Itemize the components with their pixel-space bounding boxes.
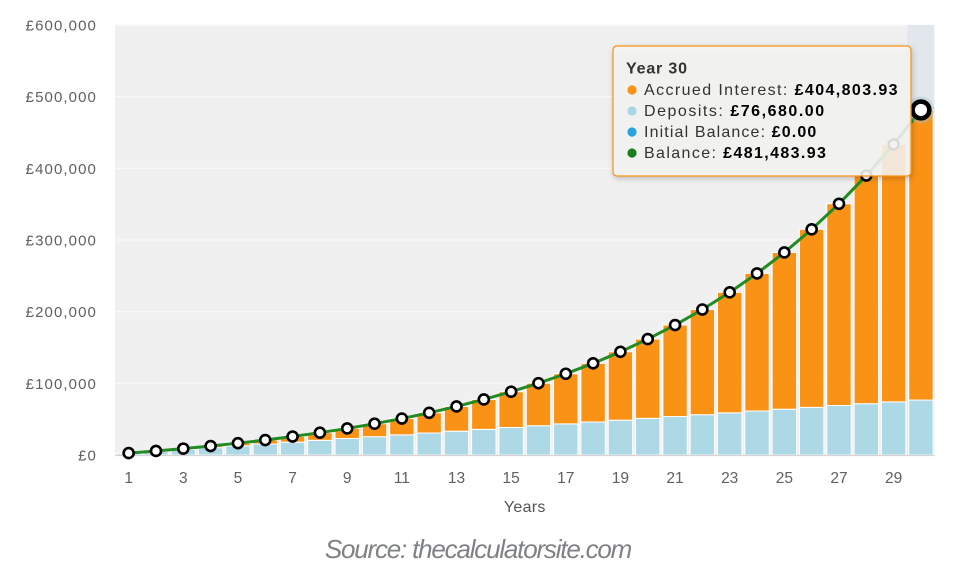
svg-text:£300,000: £300,000 <box>26 233 97 250</box>
svg-text:£100,000: £100,000 <box>26 376 97 393</box>
svg-text:Year 30: Year 30 <box>626 61 688 78</box>
svg-text:Deposits: £76,680.00: Deposits: £76,680.00 <box>644 103 826 120</box>
svg-text:11: 11 <box>394 470 410 487</box>
svg-text:5: 5 <box>234 470 243 487</box>
svg-text:£400,000: £400,000 <box>26 161 97 178</box>
svg-text:25: 25 <box>776 470 793 487</box>
svg-text:Years: Years <box>504 499 546 516</box>
svg-text:£0: £0 <box>78 448 97 465</box>
svg-text:19: 19 <box>612 470 629 487</box>
svg-text:£600,000: £600,000 <box>26 18 97 35</box>
svg-text:£200,000: £200,000 <box>26 304 97 321</box>
svg-text:13: 13 <box>448 470 465 487</box>
svg-text:Initial Balance: £0.00: Initial Balance: £0.00 <box>644 124 817 141</box>
svg-text:Balance: £481,483.93: Balance: £481,483.93 <box>644 145 827 162</box>
svg-text:21: 21 <box>666 470 683 487</box>
svg-text:27: 27 <box>830 470 847 487</box>
svg-text:23: 23 <box>721 470 738 487</box>
svg-text:15: 15 <box>503 470 520 487</box>
svg-text:17: 17 <box>557 470 574 487</box>
svg-text:1: 1 <box>124 470 133 487</box>
svg-text:29: 29 <box>885 470 902 487</box>
svg-text:3: 3 <box>179 470 188 487</box>
svg-text:Source: thecalculatorsite.com: Source: thecalculatorsite.com <box>325 534 632 564</box>
svg-text:7: 7 <box>288 470 297 487</box>
svg-text:£500,000: £500,000 <box>26 89 97 106</box>
svg-text:Accrued Interest: £404,803.93: Accrued Interest: £404,803.93 <box>644 82 899 99</box>
svg-text:9: 9 <box>343 470 352 487</box>
